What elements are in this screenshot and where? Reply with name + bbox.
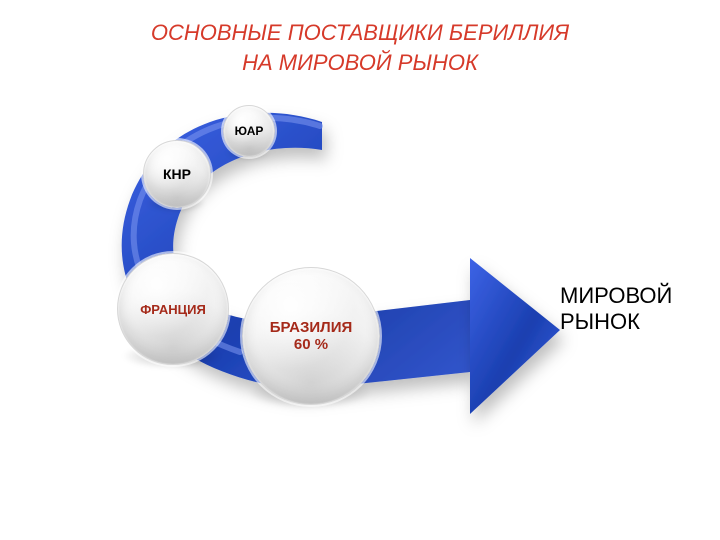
market-label: МИРОВОЙ РЫНОК (560, 283, 672, 336)
supplier-bubble-china: КНР (143, 140, 211, 208)
bubble-label: ЮАР (235, 124, 264, 138)
arrow-head (470, 258, 560, 414)
bubble-label: БРАЗИЛИЯ (270, 319, 353, 336)
supplier-bubble-brazil: БРАЗИЛИЯ60 % (242, 267, 380, 405)
bubble-label: КНР (163, 166, 191, 182)
flow-arrow-svg (0, 0, 720, 540)
market-label-line1: МИРОВОЙ (560, 283, 672, 308)
market-label-line2: РЫНОК (560, 309, 640, 334)
bubble-sublabel: 60 % (294, 336, 328, 353)
title-line1: ОСНОВНЫЕ ПОСТАВЩИКИ БЕРИЛЛИЯ (151, 20, 569, 45)
diagram-title: ОСНОВНЫЕ ПОСТАВЩИКИ БЕРИЛЛИЯ НА МИРОВОЙ … (0, 18, 720, 77)
supplier-bubble-sar: ЮАР (223, 105, 275, 157)
bubble-label: ФРАНЦИЯ (140, 302, 206, 317)
title-line2: НА МИРОВОЙ РЫНОК (242, 50, 478, 75)
flow-arrow (0, 0, 720, 540)
supplier-bubble-france: ФРАНЦИЯ (117, 253, 229, 365)
